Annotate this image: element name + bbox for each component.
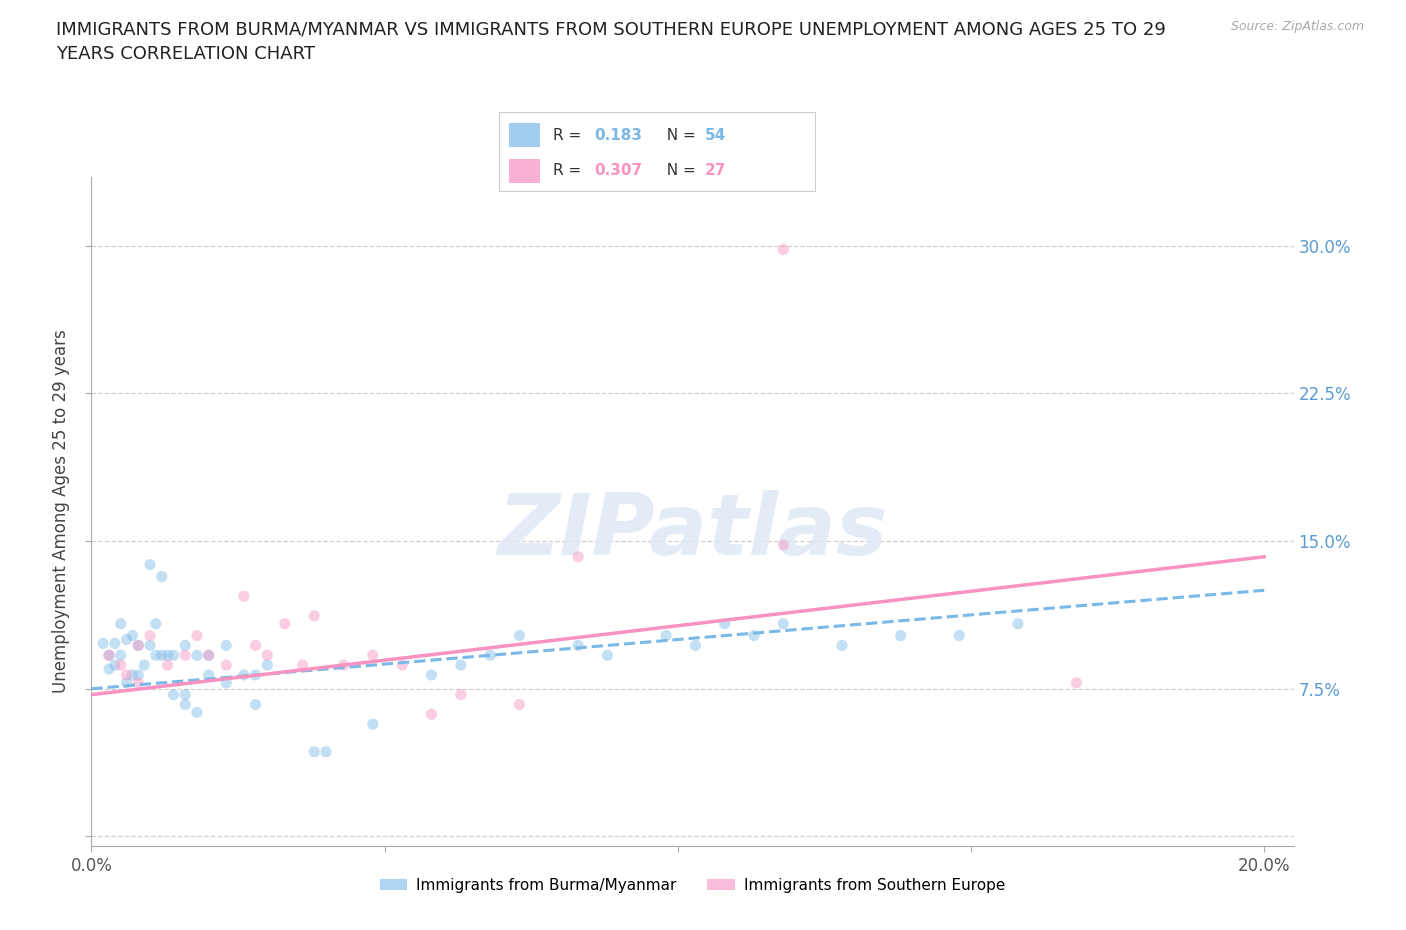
Point — [115, 632, 138, 647]
Point — [567, 550, 589, 565]
Text: 54: 54 — [704, 127, 725, 143]
Point — [186, 705, 208, 720]
Text: R =: R = — [553, 164, 586, 179]
Point — [245, 698, 267, 712]
Point — [139, 628, 162, 643]
Point — [215, 638, 238, 653]
Point — [197, 648, 219, 663]
Point — [274, 617, 297, 631]
Point — [291, 658, 314, 672]
Point — [156, 658, 179, 672]
Point — [890, 628, 912, 643]
Point — [479, 648, 502, 663]
Point — [110, 658, 132, 672]
Point — [391, 658, 413, 672]
Point — [174, 687, 197, 702]
Point — [186, 628, 208, 643]
Text: IMMIGRANTS FROM BURMA/MYANMAR VS IMMIGRANTS FROM SOUTHERN EUROPE UNEMPLOYMENT AM: IMMIGRANTS FROM BURMA/MYANMAR VS IMMIGRA… — [56, 20, 1166, 38]
Text: 27: 27 — [704, 164, 725, 179]
Point — [197, 668, 219, 683]
Text: ZIPatlas: ZIPatlas — [498, 490, 887, 573]
Point — [302, 744, 325, 759]
Point — [508, 698, 530, 712]
Point — [713, 617, 735, 631]
Point — [315, 744, 337, 759]
Point — [772, 617, 794, 631]
Point — [256, 648, 278, 663]
Point — [98, 648, 121, 663]
Legend: Immigrants from Burma/Myanmar, Immigrants from Southern Europe: Immigrants from Burma/Myanmar, Immigrant… — [374, 871, 1011, 899]
Point — [245, 638, 267, 653]
Point — [104, 636, 127, 651]
Text: YEARS CORRELATION CHART: YEARS CORRELATION CHART — [56, 45, 315, 62]
Point — [127, 638, 149, 653]
Point — [245, 668, 267, 683]
Point — [596, 648, 619, 663]
Point — [361, 648, 384, 663]
Point — [508, 628, 530, 643]
Point — [420, 668, 443, 683]
Text: N =: N = — [657, 164, 702, 179]
Point — [115, 668, 138, 683]
Point — [655, 628, 678, 643]
Point — [450, 658, 472, 672]
Point — [302, 608, 325, 623]
Point — [150, 569, 173, 584]
Point — [567, 638, 589, 653]
Point — [772, 538, 794, 552]
Point — [174, 648, 197, 663]
Point — [742, 628, 765, 643]
Point — [197, 648, 219, 663]
Text: 0.307: 0.307 — [593, 164, 643, 179]
Point — [110, 648, 132, 663]
Bar — [509, 159, 540, 182]
Text: 0.183: 0.183 — [593, 127, 643, 143]
Text: Source: ZipAtlas.com: Source: ZipAtlas.com — [1230, 20, 1364, 33]
Point — [162, 648, 184, 663]
Point — [450, 687, 472, 702]
Point — [256, 658, 278, 672]
Point — [127, 675, 149, 690]
Point — [145, 648, 167, 663]
Text: N =: N = — [657, 127, 702, 143]
Y-axis label: Unemployment Among Ages 25 to 29 years: Unemployment Among Ages 25 to 29 years — [52, 329, 70, 694]
Point — [186, 648, 208, 663]
Point — [110, 617, 132, 631]
Point — [139, 557, 162, 572]
Point — [215, 675, 238, 690]
Point — [127, 638, 149, 653]
Text: R =: R = — [553, 127, 586, 143]
Point — [104, 658, 127, 672]
Point — [232, 668, 254, 683]
Point — [361, 717, 384, 732]
Point — [174, 638, 197, 653]
Point — [127, 668, 149, 683]
Point — [121, 668, 143, 683]
Point — [98, 661, 121, 676]
Point — [232, 589, 254, 604]
Point — [772, 242, 794, 257]
Point — [174, 698, 197, 712]
Point — [332, 658, 354, 672]
Point — [420, 707, 443, 722]
Point — [134, 658, 156, 672]
Point — [162, 687, 184, 702]
Point — [685, 638, 707, 653]
Point — [98, 648, 121, 663]
Point — [948, 628, 970, 643]
Point — [215, 658, 238, 672]
Point — [145, 617, 167, 631]
Point — [115, 675, 138, 690]
Point — [139, 638, 162, 653]
Point — [150, 648, 173, 663]
Point — [91, 636, 114, 651]
Point — [156, 648, 179, 663]
Point — [1007, 617, 1029, 631]
Point — [831, 638, 853, 653]
Bar — [509, 124, 540, 147]
Point — [1066, 675, 1088, 690]
Point — [121, 628, 143, 643]
